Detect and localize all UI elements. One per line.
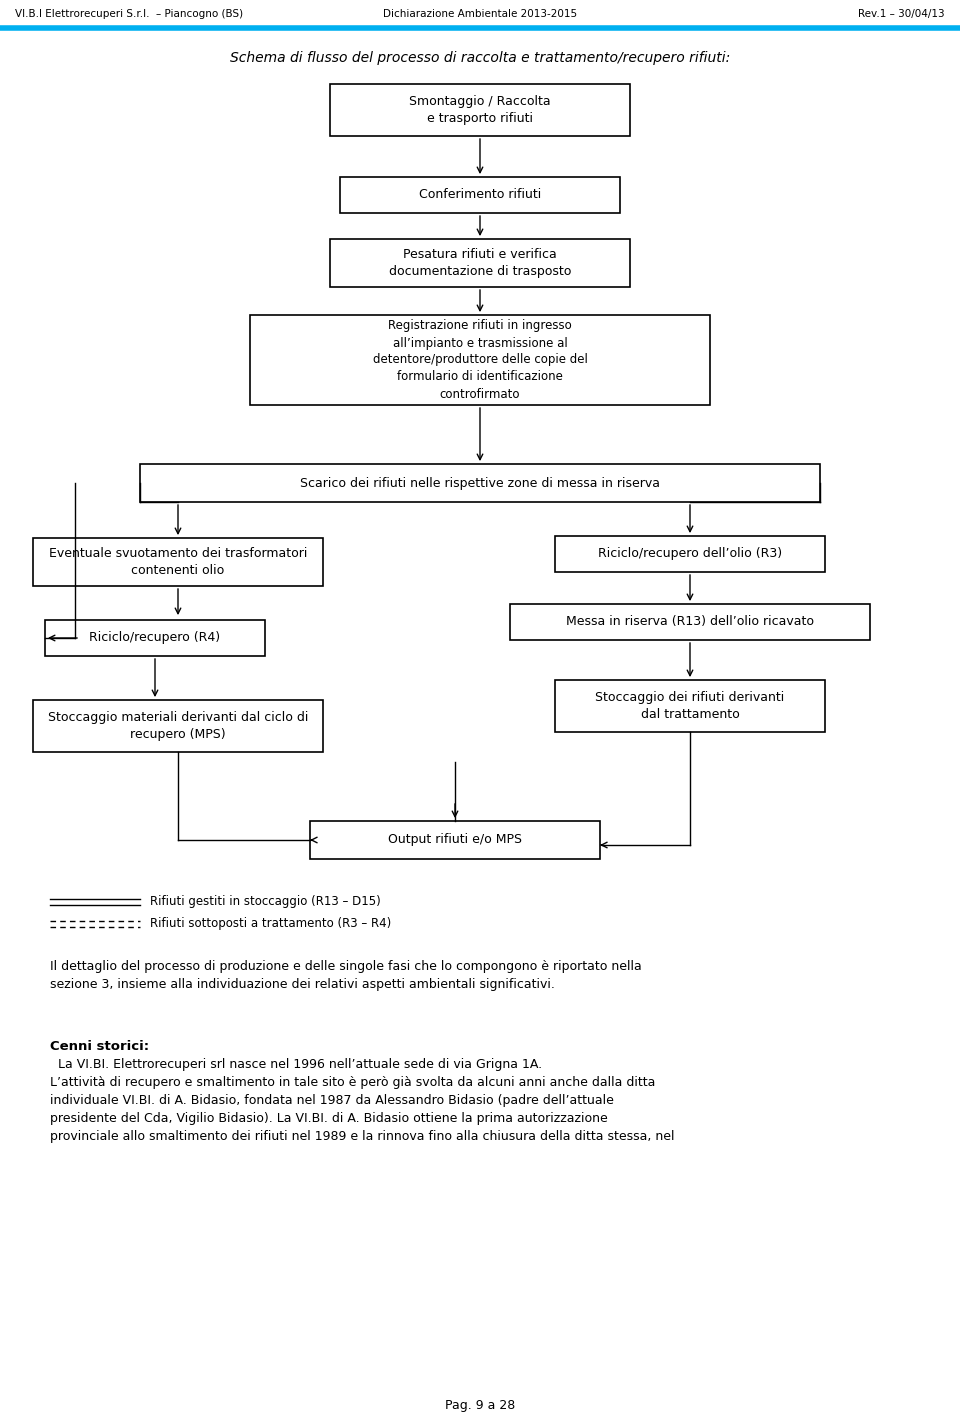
Bar: [340, 176, 620, 213]
Text: VI.B.I Elettrorecuperi S.r.l.  – Piancogno (BS): VI.B.I Elettrorecuperi S.r.l. – Piancogn…: [15, 9, 243, 18]
Bar: [45, 620, 265, 656]
Text: Pesatura rifiuti e verifica
documentazione di trasposto: Pesatura rifiuti e verifica documentazio…: [389, 247, 571, 277]
Text: Stoccaggio materiali derivanti dal ciclo di
recupero (MPS): Stoccaggio materiali derivanti dal ciclo…: [48, 711, 308, 741]
Text: Il dettaglio del processo di produzione e delle singole fasi che lo compongono è: Il dettaglio del processo di produzione …: [50, 960, 641, 991]
Text: Output rifiuti e/o MPS: Output rifiuti e/o MPS: [388, 833, 522, 846]
Bar: [33, 538, 323, 586]
Bar: [250, 316, 710, 405]
Text: Dichiarazione Ambientale 2013-2015: Dichiarazione Ambientale 2013-2015: [383, 9, 577, 18]
Text: Smontaggio / Raccolta
e trasporto rifiuti: Smontaggio / Raccolta e trasporto rifiut…: [409, 95, 551, 125]
Text: Riciclo/recupero (R4): Riciclo/recupero (R4): [89, 631, 221, 644]
Text: Stoccaggio dei rifiuti derivanti
dal trattamento: Stoccaggio dei rifiuti derivanti dal tra…: [595, 691, 784, 721]
Text: Rev.1 – 30/04/13: Rev.1 – 30/04/13: [858, 9, 945, 18]
Bar: [330, 239, 630, 287]
Text: Scarico dei rifiuti nelle rispettive zone di messa in riserva: Scarico dei rifiuti nelle rispettive zon…: [300, 476, 660, 489]
Text: Rifiuti gestiti in stoccaggio (R13 – D15): Rifiuti gestiti in stoccaggio (R13 – D15…: [150, 896, 381, 909]
Bar: [330, 84, 630, 137]
Text: Eventuale svuotamento dei trasformatori
contenenti olio: Eventuale svuotamento dei trasformatori …: [49, 547, 307, 577]
Text: Cenni storici:: Cenni storici:: [50, 1039, 149, 1054]
Bar: [140, 464, 820, 502]
Text: Schema di flusso del processo di raccolta e trattamento/recupero rifiuti:: Schema di flusso del processo di raccolt…: [229, 51, 731, 65]
Text: La VI.BI. Elettrorecuperi srl nasce nel 1996 nell’attuale sede di via Grigna 1A.: La VI.BI. Elettrorecuperi srl nasce nel …: [50, 1058, 675, 1143]
Text: Riciclo/recupero dell’olio (R3): Riciclo/recupero dell’olio (R3): [598, 547, 782, 560]
Bar: [510, 604, 870, 640]
Bar: [555, 680, 825, 732]
Text: Conferimento rifiuti: Conferimento rifiuti: [419, 189, 541, 202]
Bar: [555, 536, 825, 572]
Bar: [310, 820, 600, 859]
Text: Rifiuti sottoposti a trattamento (R3 – R4): Rifiuti sottoposti a trattamento (R3 – R…: [150, 917, 392, 930]
Bar: [33, 700, 323, 752]
Text: Messa in riserva (R13) dell’olio ricavato: Messa in riserva (R13) dell’olio ricavat…: [566, 616, 814, 629]
Text: Pag. 9 a 28: Pag. 9 a 28: [444, 1398, 516, 1412]
Text: Registrazione rifiuti in ingresso
all’impianto e trasmissione al
detentore/produ: Registrazione rifiuti in ingresso all’im…: [372, 320, 588, 401]
